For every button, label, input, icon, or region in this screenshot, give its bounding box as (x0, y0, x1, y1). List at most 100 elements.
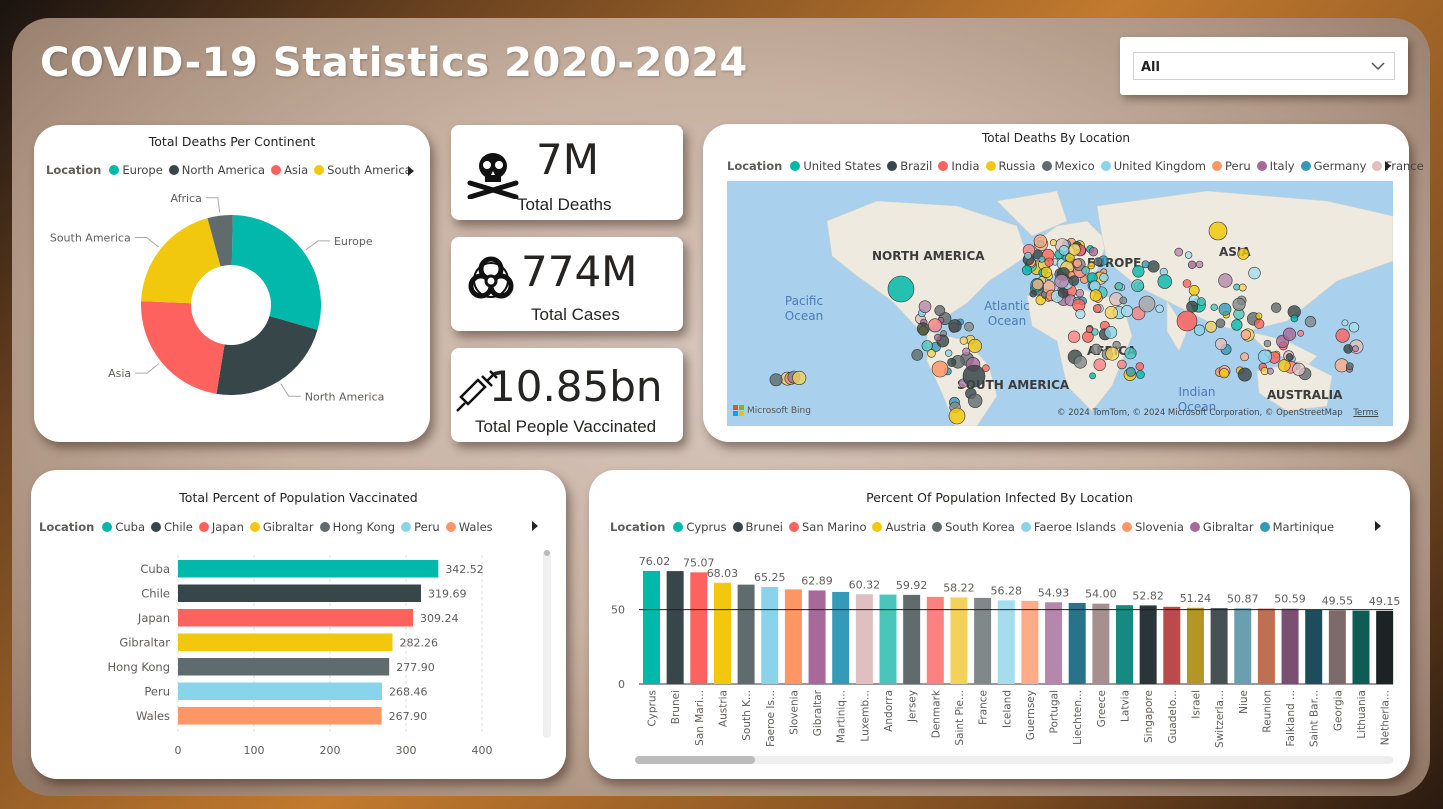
legend-item[interactable]: Austria (872, 520, 926, 534)
location-bubble[interactable] (1297, 329, 1304, 337)
location-bubble[interactable] (1124, 347, 1137, 360)
location-bubble[interactable] (947, 357, 957, 367)
bar[interactable] (690, 572, 708, 684)
location-bubble[interactable] (1237, 367, 1252, 382)
legend-item[interactable]: Russia (985, 159, 1036, 173)
location-bubble[interactable] (1292, 362, 1306, 376)
bar[interactable] (784, 589, 802, 684)
legend-item[interactable]: Gibraltar (1189, 520, 1254, 534)
location-bubble[interactable] (928, 318, 943, 333)
location-bubble[interactable] (1205, 320, 1217, 333)
location-bubble[interactable] (1117, 359, 1127, 370)
location-bubble[interactable] (1157, 274, 1172, 289)
location-bubble[interactable] (1024, 251, 1032, 260)
scrollbar-thumb[interactable] (544, 550, 550, 556)
legend-next-arrow-icon[interactable] (408, 166, 414, 176)
location-bubble[interactable] (1282, 327, 1297, 341)
location-bubble[interactable] (1195, 260, 1204, 269)
location-bubble[interactable] (887, 275, 915, 303)
location-bubble[interactable] (927, 349, 936, 358)
legend-item[interactable]: Japan (198, 520, 244, 534)
bar[interactable] (737, 584, 755, 684)
bar[interactable] (926, 596, 944, 684)
location-bubble[interactable] (1058, 245, 1070, 256)
location-slicer[interactable]: All (1120, 37, 1408, 95)
location-bubble[interactable] (1258, 349, 1272, 364)
bar[interactable] (1257, 608, 1275, 684)
legend-item[interactable]: Gibraltar (249, 520, 314, 534)
legend-item[interactable]: South America (314, 163, 412, 177)
location-bubble[interactable] (1193, 324, 1206, 336)
location-bubble[interactable] (1068, 243, 1081, 256)
location-bubble[interactable] (934, 333, 942, 342)
bar[interactable] (974, 597, 992, 684)
location-bubble[interactable] (1208, 221, 1228, 241)
location-bubble[interactable] (1248, 266, 1261, 280)
location-bubble[interactable] (1090, 343, 1102, 355)
legend-item[interactable]: Cuba (102, 520, 145, 534)
location-bubble[interactable] (1088, 247, 1099, 257)
location-bubble[interactable] (1218, 302, 1232, 316)
location-bubble[interactable] (962, 364, 986, 388)
legend-item[interactable]: India (938, 159, 980, 173)
bar[interactable] (1186, 607, 1204, 684)
location-bubble[interactable] (1072, 258, 1082, 268)
bar[interactable] (666, 571, 684, 684)
location-bubble[interactable] (1218, 273, 1233, 288)
location-bubble[interactable] (1141, 260, 1150, 269)
bar[interactable] (1328, 610, 1346, 684)
location-bubble[interactable] (921, 340, 933, 352)
location-bubble[interactable] (1237, 247, 1250, 260)
location-bubble[interactable] (1114, 282, 1123, 291)
legend-item[interactable]: France (1372, 159, 1424, 173)
bar[interactable] (178, 682, 383, 701)
location-bubble[interactable] (1125, 366, 1136, 377)
legend-item[interactable]: United Kingdom (1100, 159, 1206, 173)
legend-item[interactable]: Martinique (1259, 520, 1334, 534)
terms-link[interactable]: Terms (1353, 408, 1379, 418)
bar[interactable] (950, 597, 968, 684)
legend-item[interactable]: Europe (109, 163, 163, 177)
location-bubble[interactable] (1278, 359, 1291, 372)
legend-item[interactable]: United States (790, 159, 881, 173)
location-bubble[interactable] (1147, 260, 1160, 273)
legend-item[interactable]: Wales (445, 520, 493, 534)
location-bubble[interactable] (1032, 278, 1044, 291)
donut-slice[interactable] (231, 215, 321, 330)
legend-item[interactable]: South Korea (932, 520, 1015, 534)
location-bubble[interactable] (945, 349, 953, 357)
donut-slice[interactable] (141, 218, 221, 304)
bar[interactable] (761, 586, 779, 684)
map-area[interactable]: NORTH AMERICA SOUTH AMERICA EUROPE ASIA … (727, 181, 1393, 426)
location-bubble[interactable] (1092, 304, 1102, 313)
location-bubble[interactable] (1210, 303, 1218, 312)
location-bubble[interactable] (1266, 367, 1274, 375)
donut-slice[interactable] (141, 301, 225, 394)
location-bubble[interactable] (1054, 274, 1069, 289)
location-bubble[interactable] (911, 349, 924, 361)
location-bubble[interactable] (964, 321, 974, 332)
location-bubble[interactable] (1238, 283, 1247, 292)
legend-next-arrow-icon[interactable] (1385, 161, 1391, 171)
location-bubble[interactable] (1073, 355, 1087, 369)
location-bubble[interactable] (792, 370, 807, 386)
location-bubble[interactable] (1219, 368, 1230, 379)
location-bubble[interactable] (1176, 310, 1198, 332)
location-bubble[interactable] (1232, 297, 1246, 311)
bar[interactable] (713, 582, 731, 684)
legend-item[interactable]: North America (168, 163, 265, 177)
location-bubble[interactable] (1188, 284, 1200, 296)
location-bubble[interactable] (1104, 306, 1118, 320)
legend-next-arrow-icon[interactable] (1375, 521, 1381, 531)
location-bubble[interactable] (1075, 308, 1086, 319)
bar[interactable] (1021, 600, 1039, 684)
location-bubble[interactable] (1038, 255, 1046, 263)
location-bubble[interactable] (1304, 316, 1317, 328)
location-bubble[interactable] (1335, 328, 1350, 343)
bar[interactable] (178, 707, 382, 725)
location-bubble[interactable] (1068, 275, 1080, 286)
horizontal-scrollbar[interactable] (635, 756, 1393, 764)
location-bubble[interactable] (1087, 262, 1095, 270)
bar[interactable] (1234, 608, 1252, 684)
bar[interactable] (1210, 608, 1228, 684)
